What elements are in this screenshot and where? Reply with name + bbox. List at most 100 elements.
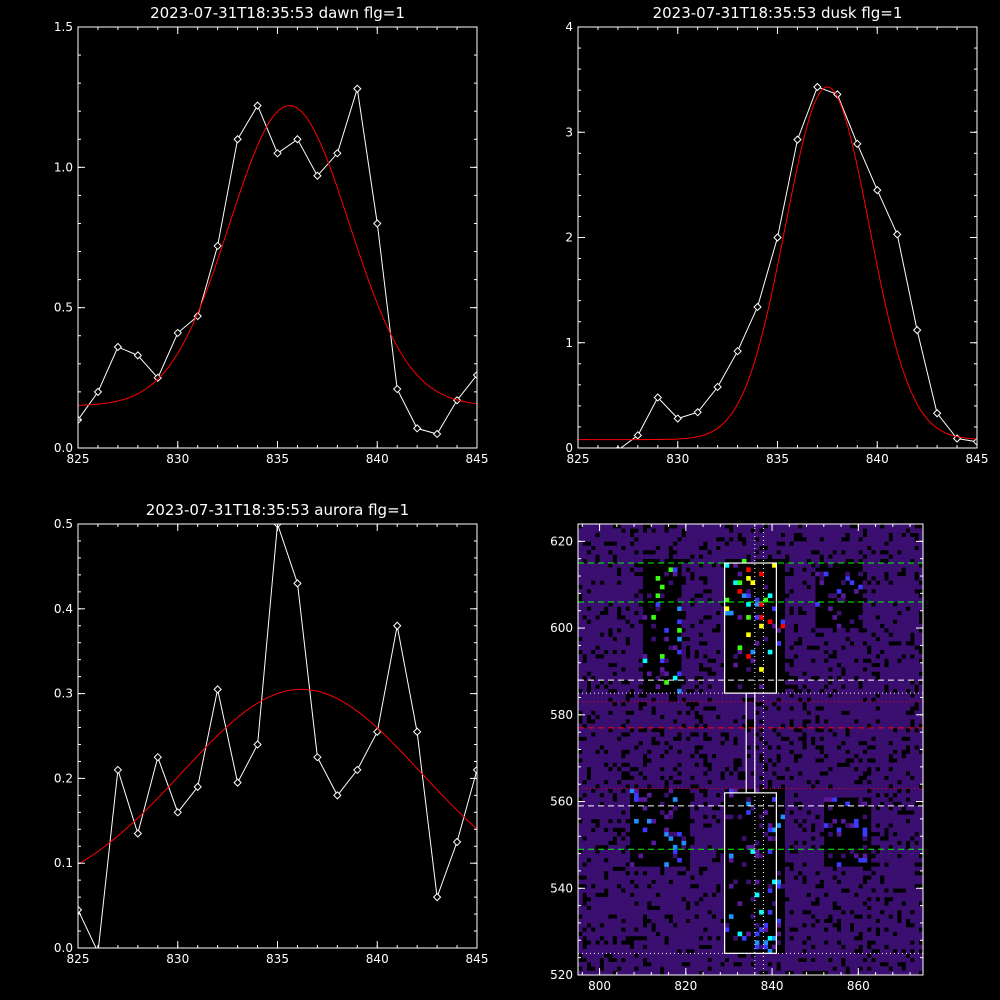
data-point	[733, 346, 742, 356]
heatmap-pixel	[737, 571, 743, 577]
heatmap-pixel	[720, 584, 725, 590]
heatmap-pixel	[785, 537, 790, 542]
heatmap-pixel	[716, 753, 721, 759]
heatmap-pixel	[690, 675, 695, 681]
heatmap-pixel	[871, 966, 876, 971]
heatmap-pixel	[685, 953, 691, 958]
heatmap-pixel	[629, 914, 635, 919]
heatmap-pixel	[659, 922, 665, 928]
heatmap-pixel	[578, 589, 583, 594]
heatmap-pixel	[647, 671, 652, 677]
heatmap-pixel	[785, 706, 790, 711]
heatmap-pixel	[780, 966, 786, 971]
heatmap-pixel	[815, 537, 820, 542]
heatmap-pixel	[780, 554, 786, 559]
heatmap-pixel	[625, 758, 631, 763]
heatmap-pixel	[767, 953, 773, 958]
heatmap-pixel	[836, 896, 842, 902]
heatmap-pixel	[849, 784, 855, 789]
heatmap-pixel	[586, 563, 592, 568]
heatmap-pixel	[595, 697, 600, 703]
heatmap-pixel	[603, 918, 609, 924]
heatmap-pixel	[603, 619, 609, 625]
heatmap-pixel	[854, 883, 859, 889]
data-point	[873, 185, 882, 195]
heatmap-pixel	[802, 771, 807, 776]
heatmap-pixel	[819, 766, 825, 772]
heatmap-pixel	[741, 762, 747, 768]
heatmap-pixel	[828, 905, 833, 911]
heatmap-pixel	[690, 849, 695, 854]
heatmap-pixel	[810, 719, 816, 724]
heatmap-pixel	[733, 714, 738, 720]
heatmap-pixel	[793, 866, 799, 872]
heatmap-pixel	[733, 727, 738, 733]
heatmap-pixel	[625, 857, 631, 863]
heatmap-pixel	[647, 792, 652, 798]
heatmap-pixel	[638, 766, 643, 772]
heatmap-pixel	[767, 649, 773, 655]
heatmap-pixel	[845, 706, 850, 711]
heatmap-pixel	[763, 554, 769, 559]
heatmap-pixel	[810, 831, 816, 837]
heatmap-pixel	[733, 532, 738, 538]
heatmap-pixel	[793, 935, 799, 941]
data-point	[373, 727, 382, 736]
heatmap-pixel	[793, 853, 799, 859]
heatmap-pixel	[599, 827, 605, 833]
heatmap-pixel	[651, 970, 656, 975]
heatmap-pixel	[810, 693, 816, 698]
heatmap-pixel	[785, 576, 790, 581]
heatmap-pixel	[629, 749, 635, 755]
heatmap-pixel	[642, 615, 648, 620]
heatmap-pixel	[720, 892, 725, 898]
heatmap-pixel	[664, 879, 669, 885]
heatmap-pixel	[836, 541, 842, 546]
heatmap-pixel	[590, 554, 596, 559]
heatmap-pixel	[707, 593, 712, 599]
heatmap-pixel	[754, 615, 760, 620]
heatmap-pixel	[797, 680, 803, 685]
heatmap-pixel	[659, 961, 665, 967]
heatmap-pixel	[819, 732, 825, 737]
heatmap-pixel	[806, 658, 812, 664]
heatmap-pixel	[685, 922, 691, 928]
heatmap-pixel	[836, 723, 842, 729]
heatmap-pixel	[590, 784, 596, 789]
heatmap-pixel	[629, 658, 635, 664]
heatmap-pixel	[746, 654, 751, 659]
heatmap-pixel	[690, 957, 695, 963]
heatmap-pixel	[716, 957, 721, 963]
heatmap-pixel	[634, 879, 639, 885]
heatmap-pixel	[677, 914, 682, 919]
heatmap-pixel	[797, 667, 803, 672]
heatmap-pixel	[590, 844, 596, 850]
heatmap-pixel	[750, 849, 756, 854]
heatmap-pixel	[797, 740, 803, 746]
heatmap-pixel	[629, 909, 635, 915]
heatmap-pixel	[819, 541, 825, 546]
heatmap-pixel	[590, 723, 596, 729]
heatmap-pixel	[797, 944, 803, 950]
heatmap-pixel	[754, 602, 760, 607]
heatmap-pixel	[655, 541, 661, 546]
heatmap-pixel	[737, 719, 743, 724]
heatmap-pixel	[625, 714, 631, 720]
heatmap-pixel	[608, 524, 613, 529]
heatmap-pixel	[642, 905, 648, 911]
heatmap-pixel	[698, 836, 704, 841]
heatmap-pixel	[806, 758, 812, 763]
heatmap-pixel	[621, 537, 626, 542]
heatmap-pixel	[707, 727, 712, 733]
heatmap-pixel	[638, 710, 643, 716]
heatmap-pixel	[578, 784, 583, 789]
data-point	[333, 149, 342, 158]
heatmap-pixel	[849, 966, 855, 971]
heatmap-pixel	[703, 922, 708, 928]
x-tick-label: 835	[266, 452, 289, 466]
heatmap-pixel	[810, 701, 816, 707]
heatmap-pixel	[603, 883, 609, 889]
heatmap-pixel	[862, 801, 868, 807]
heatmap-pixel	[810, 680, 816, 685]
heatmap-pixel	[608, 948, 613, 954]
